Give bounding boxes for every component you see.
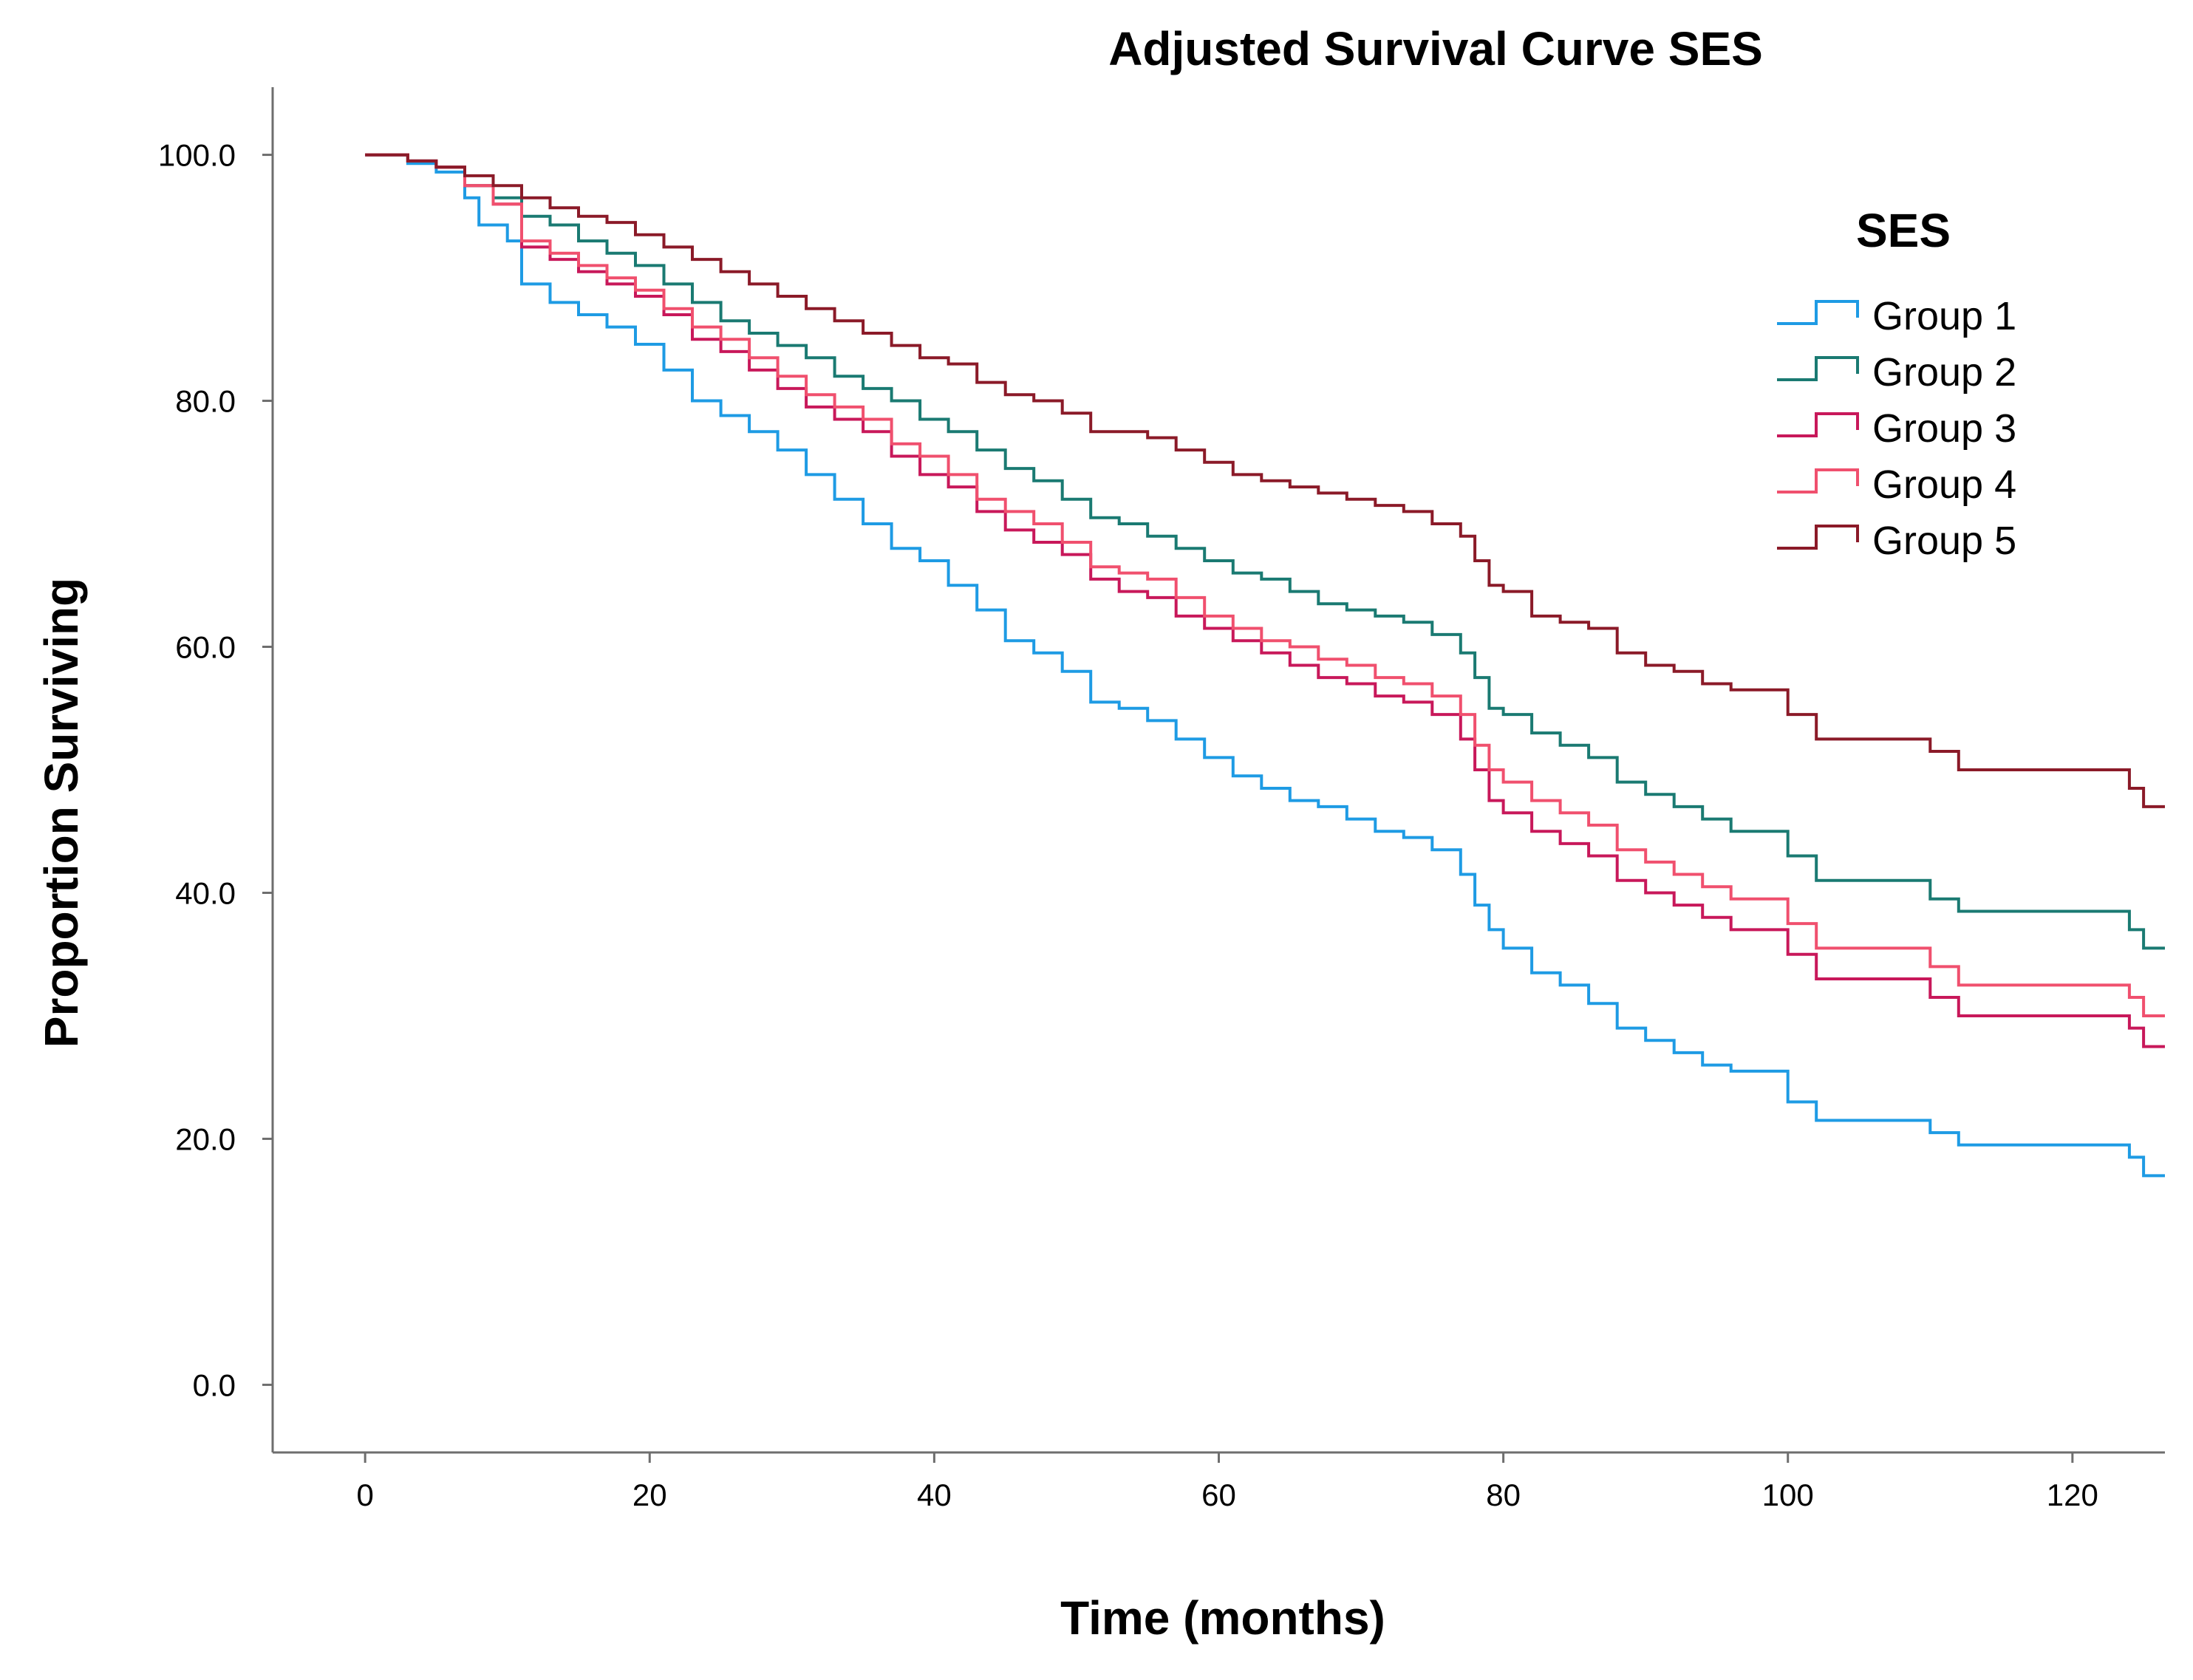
series-line-group-4 — [365, 153, 2165, 1017]
legend-swatch — [1777, 356, 1859, 381]
y-tick-label: 60.0 — [175, 630, 236, 665]
x-tick-label: 0 — [356, 1478, 373, 1512]
legend-item-group-2: Group 2 — [1777, 350, 2016, 395]
legend-swatch — [1777, 412, 1859, 437]
legend-item-group-1: Group 1 — [1777, 294, 2016, 338]
y-tick-label: 40.0 — [175, 875, 236, 910]
legend-label: Group 2 — [1872, 350, 2016, 395]
legend-item-group-3: Group 3 — [1777, 406, 2016, 451]
x-tick-label: 20 — [632, 1478, 667, 1512]
x-tick-label: 40 — [917, 1478, 952, 1512]
x-tick-label: 60 — [1201, 1478, 1236, 1512]
x-ticks: 0 20 40 60 80 100 120 — [356, 1452, 2098, 1512]
legend-label: Group 5 — [1872, 519, 2016, 563]
legend-swatch — [1777, 525, 1859, 550]
legend: SES Group 1 Group 2 Group 3 Group 4 Group 5 — [1777, 204, 2016, 563]
legend-item-group-5: Group 5 — [1777, 519, 2016, 563]
x-axis-title: Time (months) — [1060, 1591, 1385, 1645]
x-tick-label: 120 — [2047, 1478, 2098, 1512]
series-line-group-1 — [365, 153, 2165, 1178]
y-tick-label: 80.0 — [175, 384, 236, 419]
y-tick-label: 0.0 — [193, 1367, 236, 1402]
series-line-group-5 — [365, 153, 2165, 808]
legend-items: Group 1 Group 2 Group 3 Group 4 Group 5 — [1777, 294, 2016, 563]
chart-title: Adjusted Survival Curve SES — [1108, 22, 1763, 75]
y-axis-title: Proportion Surviving — [35, 578, 88, 1048]
legend-label: Group 4 — [1872, 462, 2016, 507]
y-tick-label: 20.0 — [175, 1121, 236, 1156]
axes — [271, 87, 2165, 1454]
y-tick-label: 100.0 — [158, 138, 236, 173]
y-ticks: 0.0 20.0 40.0 60.0 80.0 100.0 — [158, 138, 273, 1402]
legend-title: SES — [1856, 204, 1951, 257]
plot-series — [365, 153, 2165, 1178]
series-line-group-2 — [365, 153, 2165, 950]
legend-swatch — [1777, 468, 1859, 494]
x-tick-label: 100 — [1762, 1478, 1814, 1512]
legend-label: Group 3 — [1872, 406, 2016, 451]
legend-swatch — [1777, 300, 1859, 325]
legend-label: Group 1 — [1872, 294, 2016, 338]
legend-item-group-4: Group 4 — [1777, 462, 2016, 507]
x-tick-label: 80 — [1486, 1478, 1521, 1512]
